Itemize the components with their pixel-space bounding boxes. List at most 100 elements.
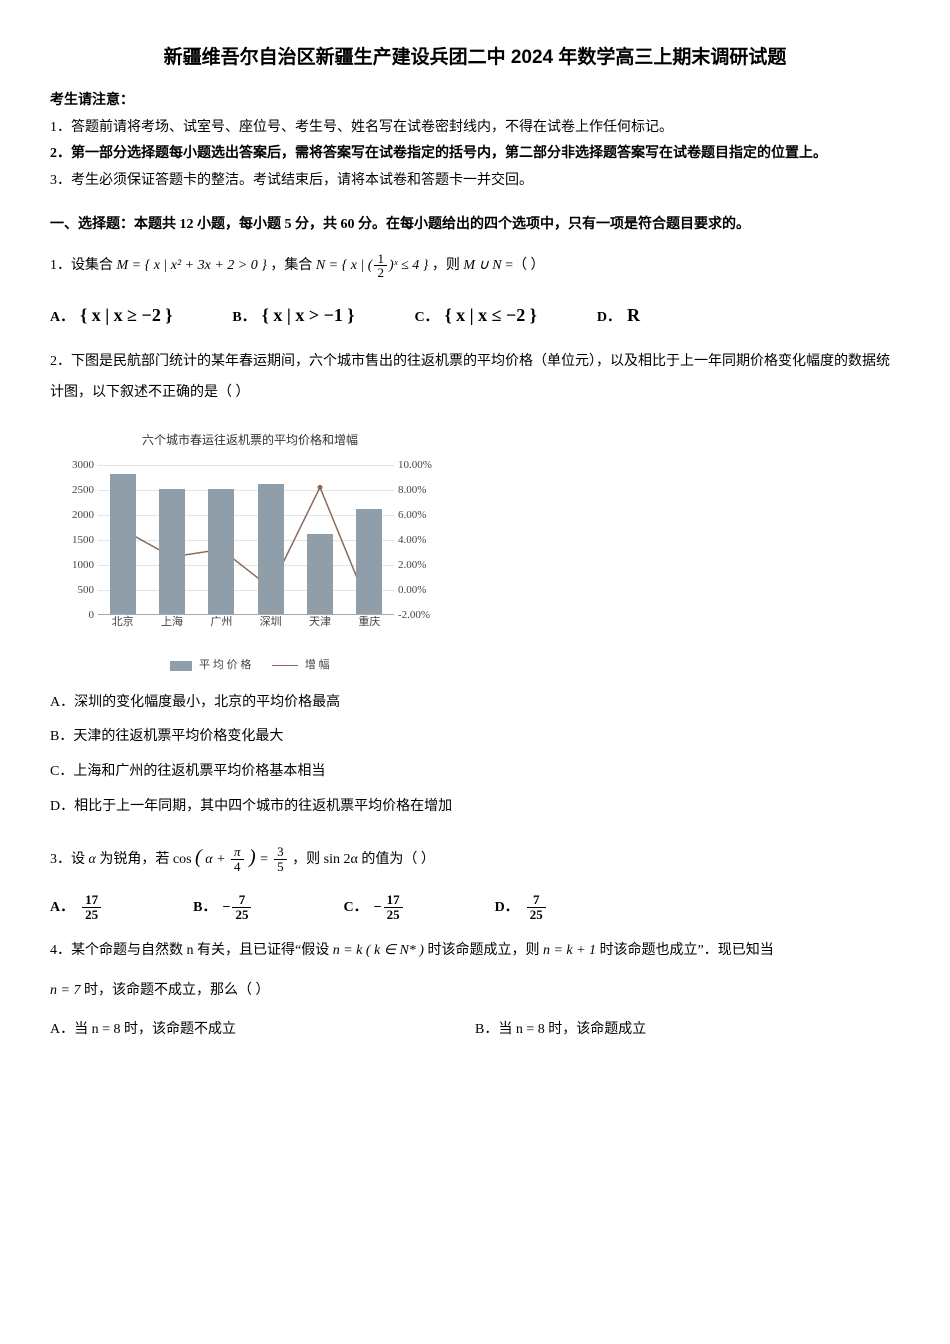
q2-opt-a: A．深圳的变化幅度最小，北京的平均价格最高 [50,688,900,719]
q1-opt-a: A．{ x | x ≥ −2 } [50,296,172,336]
q1-opt-c: C． { x | x ≤ −2 } [414,296,536,336]
opt-label: C． [414,310,438,325]
frac-den: 25 [232,908,251,922]
three-fifths: 35 [274,845,287,873]
opt-label: B． [193,900,216,915]
frac-num: 1 [374,252,387,267]
frac-num: 3 [274,845,287,860]
y-right-tick: 10.00% [398,453,450,477]
cos-label: cos [173,852,192,867]
q1-N-frac: 12 [374,252,387,280]
q2-chart-wrap: 六个城市春运往返机票的平均价格和增幅 北京上海广州深圳天津重庆 05001000… [50,427,450,678]
q4-n7: n = 7 [50,983,80,998]
legend-line-swatch [272,665,298,666]
frac-num: 17 [384,893,403,908]
x-category-label: 广州 [201,610,241,634]
q3-pre: 3．设 [50,852,89,867]
opt-label: C． [343,900,367,915]
q1-opt-b: B． { x | x > −1 } [232,296,354,336]
x-category-label: 重庆 [349,610,389,634]
q3-tail: 的值为（ ） [361,852,435,867]
chart-bar [307,534,333,614]
y-left-tick: 1500 [50,528,94,552]
combo-chart: 北京上海广州深圳天津重庆 050010001500200025003000-2.… [50,457,450,647]
section-1-head: 一、选择题：本题共 12 小题，每小题 5 分，共 60 分。在每小题给出的四个… [50,212,900,239]
notice-l1: 1．答题前请将考场、试室号、座位号、考生号、姓名写在试卷密封线内，不得在试卷上作… [50,115,900,142]
x-category-label: 天津 [300,610,340,634]
q1-mid2: ，则 [432,258,464,273]
q3-mid1: 为锐角，若 [99,852,173,867]
q2-options: A．深圳的变化幅度最小，北京的平均价格最高 B．天津的往返机票平均价格变化最大 … [50,688,900,823]
legend-bar-label: 平 均 价 格 [199,659,251,671]
chart-bar [356,509,382,614]
chart-bar [208,489,234,614]
chart-title: 六个城市春运往返机票的平均价格和增幅 [50,427,450,453]
q3-opt-b: B．−725 [193,893,253,924]
eq-sign: = [259,852,272,867]
chart-line-marker [318,485,323,490]
chart-bar [258,484,284,614]
question-4: 4．某个命题与自然数 n 有关，且已证得“假设 n = k ( k ∈ N* )… [50,936,900,1046]
y-left-tick: 2000 [50,503,94,527]
chart-legend: 平 均 价 格 增 幅 [50,653,450,677]
y-left-tick: 2500 [50,478,94,502]
q4-opt-a: A．当 n = 8 时，该命题不成立 [50,1015,475,1046]
y-left-tick: 1000 [50,553,94,577]
y-right-tick: -2.00% [398,603,450,627]
question-3: 3．设 α 为锐角，若 cos ( α + π4 ) = 35 ，则 sin 2… [50,835,900,924]
q4-nk1: n = k + 1 [543,943,596,958]
notice-l2: 2．第一部分选择题每小题选出答案后，需将答案写在试卷指定的括号内，第二部分非选择… [50,141,900,168]
y-right-tick: 2.00% [398,553,450,577]
q1-mid1: ，集合 [270,258,316,273]
frac-den: 25 [527,908,546,922]
chart-bar [159,489,185,614]
q4-opt-b: B．当 n = 8 时，该命题成立 [475,1015,900,1046]
q3-options: A．1725 B．−725 C．−1725 D．725 [50,893,900,924]
q1-tail: =（ ） [505,258,544,273]
x-category-label: 北京 [103,610,143,634]
q1-N-pre: N = { x | ( [316,258,373,273]
opt-label: A． [50,310,74,325]
y-right-tick: 0.00% [398,578,450,602]
pi-over-4: π4 [231,845,244,873]
frac-den: 25 [384,908,403,922]
neg-sign: − [222,900,230,915]
q4-options: A．当 n = 8 时，该命题不成立 B．当 n = 8 时，该命题成立 [50,1015,900,1046]
q4-s1: 4．某个命题与自然数 n 有关，且已证得“假设 [50,943,333,958]
q4-s4: 时，该命题不成立，那么（ ） [84,983,270,998]
opt-label: D． [495,900,519,915]
q1-options: A．{ x | x ≥ −2 } B． { x | x > −1 } C． { x … [50,296,900,336]
frac-num: 7 [232,893,251,908]
q1-union: M ∪ N [463,258,501,273]
opt-text: { x | x ≤ −2 } [445,305,537,325]
opt-label: A． [50,900,74,915]
q4-s3: 时该命题也成立”．现已知当 [600,943,774,958]
opt-text: R [627,305,640,325]
neg-sign: − [374,900,382,915]
opt-text: { x | x > −1 } [262,305,355,325]
q3-alpha: α [89,852,96,867]
x-category-label: 深圳 [251,610,291,634]
frac-num: 17 [82,893,101,908]
q4-nk: n = k ( k ∈ N* ) [333,943,424,958]
q3-cos: cos ( α + π4 ) = 35 [173,852,292,867]
notice-block: 考生请注意： 1．答题前请将考场、试室号、座位号、考生号、姓名写在试卷密封线内，… [50,88,900,194]
notice-head: 考生请注意： [50,88,900,115]
q3-opt-c: C．−1725 [343,893,404,924]
q2-opt-d: D．相比于上一年同期，其中四个城市的往返机票平均价格在增加 [50,792,900,823]
chart-bar [110,474,136,614]
opt-label: B． [232,310,255,325]
page-title: 新疆维吾尔自治区新疆生产建设兵团二中 2024 年数学高三上期末调研试题 [50,40,900,76]
q1-set-N: N = { x | (12)ˣ ≤ 4 } [316,258,432,273]
frac-den: 4 [231,860,244,874]
opt-label: D． [597,310,621,325]
frac-den: 2 [374,266,387,280]
q3-sin2a: sin 2α [324,852,358,867]
q3-opt-d: D．725 [495,893,548,924]
y-left-tick: 3000 [50,453,94,477]
q1-N-post: )ˣ ≤ 4 } [389,258,428,273]
q3-mid2: ，则 [292,852,324,867]
chart-line-svg [98,465,394,614]
frac-den: 25 [82,908,101,922]
q1-set-M: M = { x | x² + 3x + 2 > 0 } [117,258,267,273]
